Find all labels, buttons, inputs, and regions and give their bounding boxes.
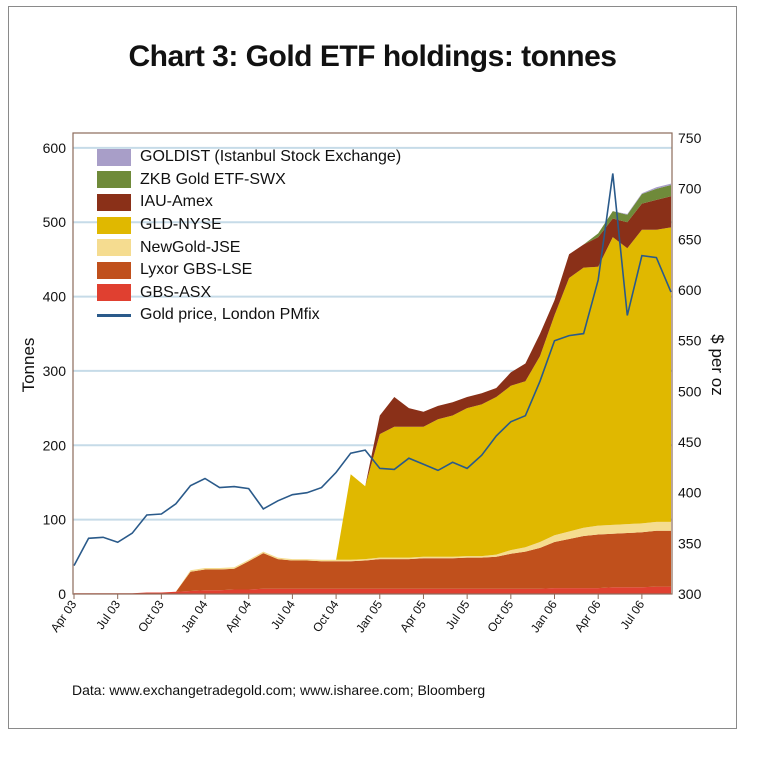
y-tick-label: 300: [43, 363, 67, 379]
legend-swatch: [97, 171, 131, 189]
legend-label: IAU-Amex: [140, 193, 213, 211]
legend-swatch: [97, 284, 131, 302]
legend-swatch: [97, 193, 131, 211]
stacked-areas: [74, 183, 671, 594]
x-tick-label: Jul 03: [93, 597, 123, 632]
y-tick-label: 400: [43, 289, 67, 305]
x-tick-label: Jan 06: [528, 597, 560, 635]
legend-swatch: [97, 216, 131, 234]
x-tick-label: Apr 05: [397, 597, 429, 634]
y2-tick-label: 600: [678, 282, 702, 298]
y-tick-label: 100: [43, 512, 67, 528]
x-tick-label: Apr 04: [222, 597, 254, 634]
chart-frame: [8, 6, 737, 729]
legend-item: Lyxor GBS-LSE: [97, 259, 401, 282]
x-tick-label: Jan 05: [353, 597, 385, 635]
legend-swatch: [97, 148, 131, 166]
area-newgold-jse: [74, 521, 671, 594]
x-tick-label: Oct 03: [135, 597, 167, 634]
x-tick-label: Jul 05: [443, 597, 473, 632]
legend: GOLDIST (Istanbul Stock Exchange) ZKB Gol…: [97, 146, 401, 327]
y-axis-label: Tonnes: [19, 338, 38, 393]
legend-label: GBS-ASX: [140, 283, 212, 301]
x-tick-label: Oct 04: [310, 597, 342, 634]
legend-item: ZKB Gold ETF-SWX: [97, 169, 401, 192]
legend-item: NewGold-JSE: [97, 236, 401, 259]
legend-line-swatch: [97, 313, 131, 317]
y-tick-label: 500: [43, 214, 67, 230]
legend-label: Lyxor GBS-LSE: [140, 261, 253, 279]
legend-label: Gold price, London PMfix: [140, 306, 320, 324]
chart-title: Chart 3: Gold ETF holdings: tonnes: [128, 40, 617, 73]
legend-item: GOLDIST (Istanbul Stock Exchange): [97, 146, 401, 169]
legend-swatch: [97, 239, 131, 257]
legend-label: GOLDIST (Istanbul Stock Exchange): [140, 148, 402, 166]
legend-swatch: [97, 261, 131, 279]
y2-tick-label: 450: [678, 434, 702, 450]
y2-tick-label: 500: [678, 383, 702, 399]
plot-border: [72, 132, 673, 595]
gold-price-line: [73, 173, 672, 566]
legend-item: IAU-Amex: [97, 191, 401, 214]
y2-tick-label: 650: [678, 231, 702, 247]
y2-tick-label: 400: [678, 485, 702, 501]
x-tick-label: Apr 06: [572, 597, 604, 634]
y2-tick-label: 350: [678, 535, 702, 551]
legend-item: GBS-ASX: [97, 282, 401, 305]
source-note: Data: www.exchangetradegold.com; www.ish…: [72, 682, 486, 698]
y2-tick-label: 700: [678, 181, 702, 197]
y2-axis-label: $ per oz: [708, 334, 727, 395]
area-iau-amex: [74, 196, 671, 594]
price-line-group: [73, 173, 672, 566]
legend-label: ZKB Gold ETF-SWX: [140, 170, 286, 188]
legend-item: GLD-NYSE: [97, 214, 401, 237]
legend-item: Gold price, London PMfix: [97, 304, 401, 327]
area-gld-nyse: [74, 227, 671, 594]
area-gbs-asx: [74, 586, 671, 594]
area-lyxor-gbs-lse: [74, 530, 671, 594]
x-tick-label: Jul 06: [617, 597, 647, 632]
y-tick-label: 600: [43, 140, 67, 156]
y-tick-label: 200: [43, 437, 67, 453]
y2-tick-label: 550: [678, 333, 702, 349]
x-tick-label: Jan 04: [178, 597, 210, 635]
x-tick-label: Oct 05: [485, 597, 517, 634]
y2-tick-label: 750: [678, 130, 702, 146]
legend-label: NewGold-JSE: [140, 238, 241, 256]
y2-tick-label: 300: [678, 586, 702, 602]
y-tick-label: 0: [58, 586, 66, 602]
legend-label: GLD-NYSE: [140, 216, 222, 234]
x-tick-label: Apr 03: [48, 597, 80, 634]
x-tick-label: Jul 04: [268, 597, 298, 632]
